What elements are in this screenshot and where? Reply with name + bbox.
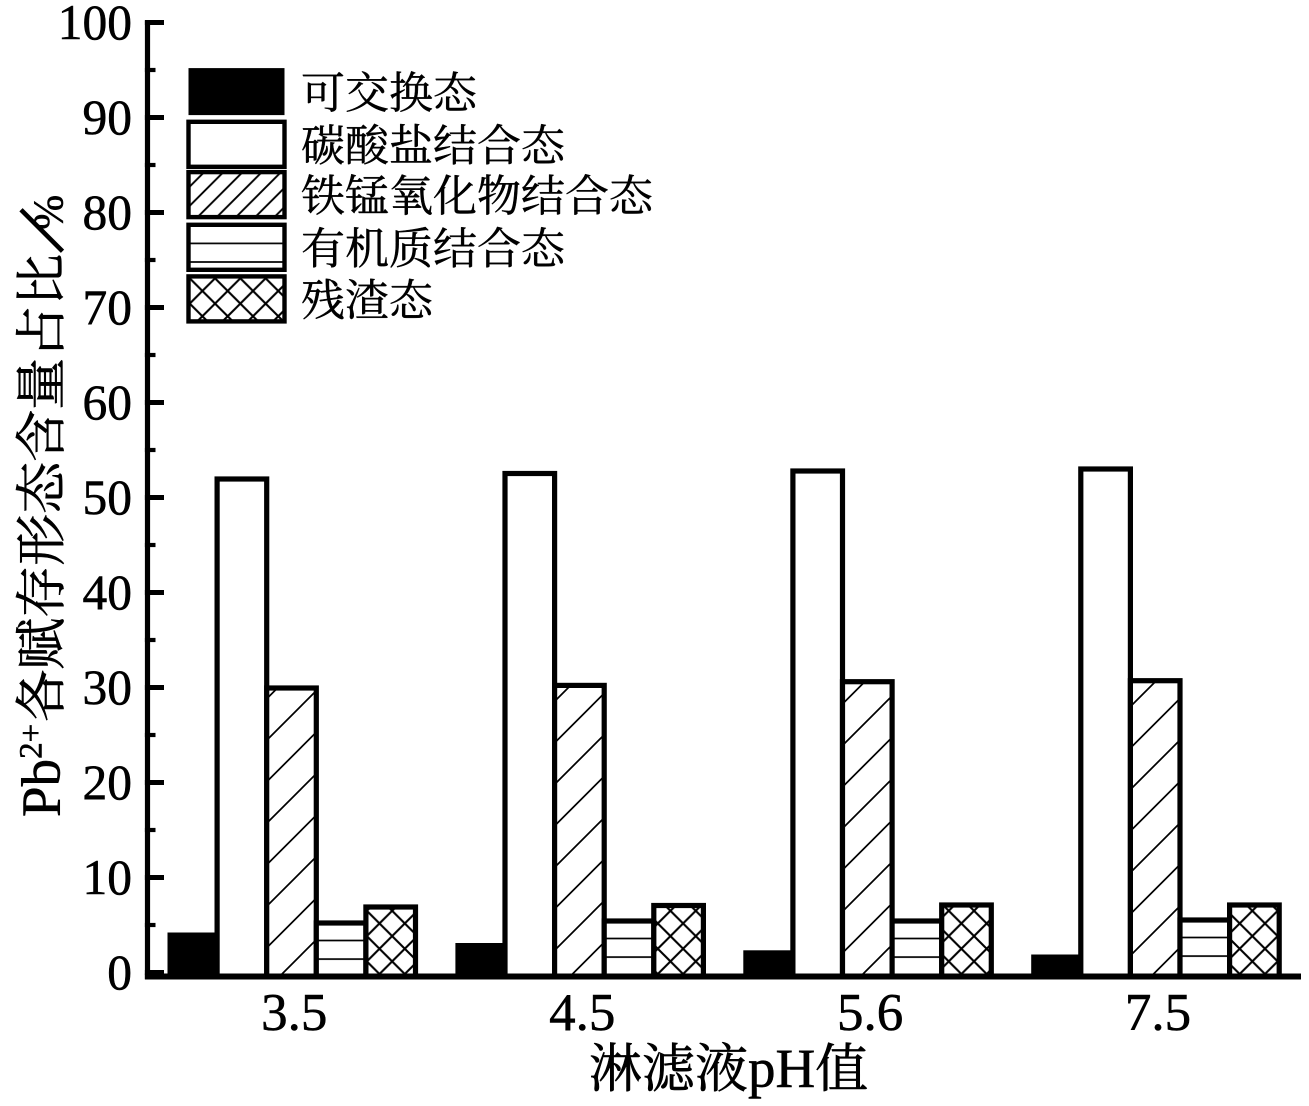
svg-text:100: 100 [58,0,132,50]
svg-text:30: 30 [83,660,133,715]
svg-text:2+: 2+ [14,724,50,759]
svg-text:Pb: Pb [11,759,72,817]
svg-text:%: % [27,195,73,230]
svg-text:3.5: 3.5 [261,984,327,1042]
svg-text:7.5: 7.5 [1125,984,1191,1042]
svg-text:5.6: 5.6 [837,984,903,1042]
svg-text:90: 90 [83,90,133,145]
svg-text:40: 40 [83,565,133,620]
svg-text:80: 80 [83,185,133,240]
svg-text:70: 70 [83,280,133,335]
svg-text:0: 0 [107,945,132,1000]
svg-text:10: 10 [83,850,133,905]
svg-text:pH: pH [748,1038,815,1099]
svg-text:60: 60 [83,375,133,430]
svg-text:50: 50 [83,470,133,525]
svg-text:4.5: 4.5 [549,984,615,1042]
svg-text:20: 20 [83,755,133,810]
